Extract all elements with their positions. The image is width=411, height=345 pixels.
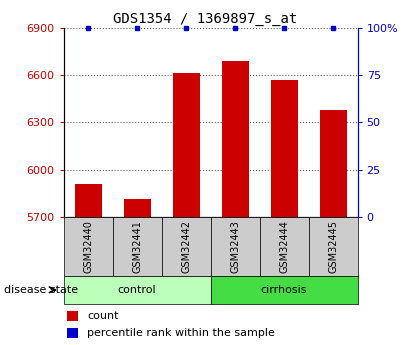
Bar (320, 110, 346, 217)
Bar (113, 217, 162, 276)
Text: GDS1354 / 1369897_s_at: GDS1354 / 1369897_s_at (113, 12, 298, 26)
Bar (270, 80, 298, 217)
Text: GSM32442: GSM32442 (181, 220, 191, 273)
Text: percentile rank within the sample: percentile rank within the sample (87, 328, 275, 338)
Text: GSM32443: GSM32443 (230, 220, 240, 273)
Text: cirrhosis: cirrhosis (261, 285, 307, 295)
Text: GSM32445: GSM32445 (328, 220, 338, 273)
Bar (211, 217, 260, 276)
Text: control: control (118, 285, 157, 295)
Bar (309, 217, 358, 276)
Text: GSM32444: GSM32444 (279, 220, 289, 273)
Bar (67, 328, 79, 338)
Bar (64, 276, 210, 304)
Bar (173, 73, 200, 217)
Bar (64, 217, 113, 276)
Text: count: count (87, 311, 119, 321)
Text: GSM32441: GSM32441 (132, 220, 142, 273)
Bar (211, 276, 358, 304)
Bar (124, 199, 151, 217)
Text: disease state: disease state (4, 285, 78, 295)
Bar (67, 310, 79, 321)
Bar (75, 184, 102, 217)
Text: GSM32440: GSM32440 (83, 220, 93, 273)
Bar (260, 217, 309, 276)
Bar (222, 61, 249, 217)
Bar (162, 217, 211, 276)
